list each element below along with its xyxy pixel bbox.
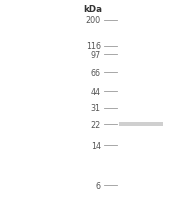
Bar — [119, 123, 163, 126]
Text: 200: 200 — [86, 16, 101, 25]
Text: 116: 116 — [86, 42, 101, 51]
Text: 66: 66 — [91, 68, 101, 77]
Text: 97: 97 — [91, 50, 101, 59]
Text: kDa: kDa — [84, 5, 103, 14]
Text: 31: 31 — [91, 104, 101, 113]
Text: 14: 14 — [91, 141, 101, 150]
Bar — [110, 0, 177, 200]
Text: 22: 22 — [91, 120, 101, 129]
Text: 44: 44 — [91, 87, 101, 96]
Text: 6: 6 — [96, 181, 101, 190]
